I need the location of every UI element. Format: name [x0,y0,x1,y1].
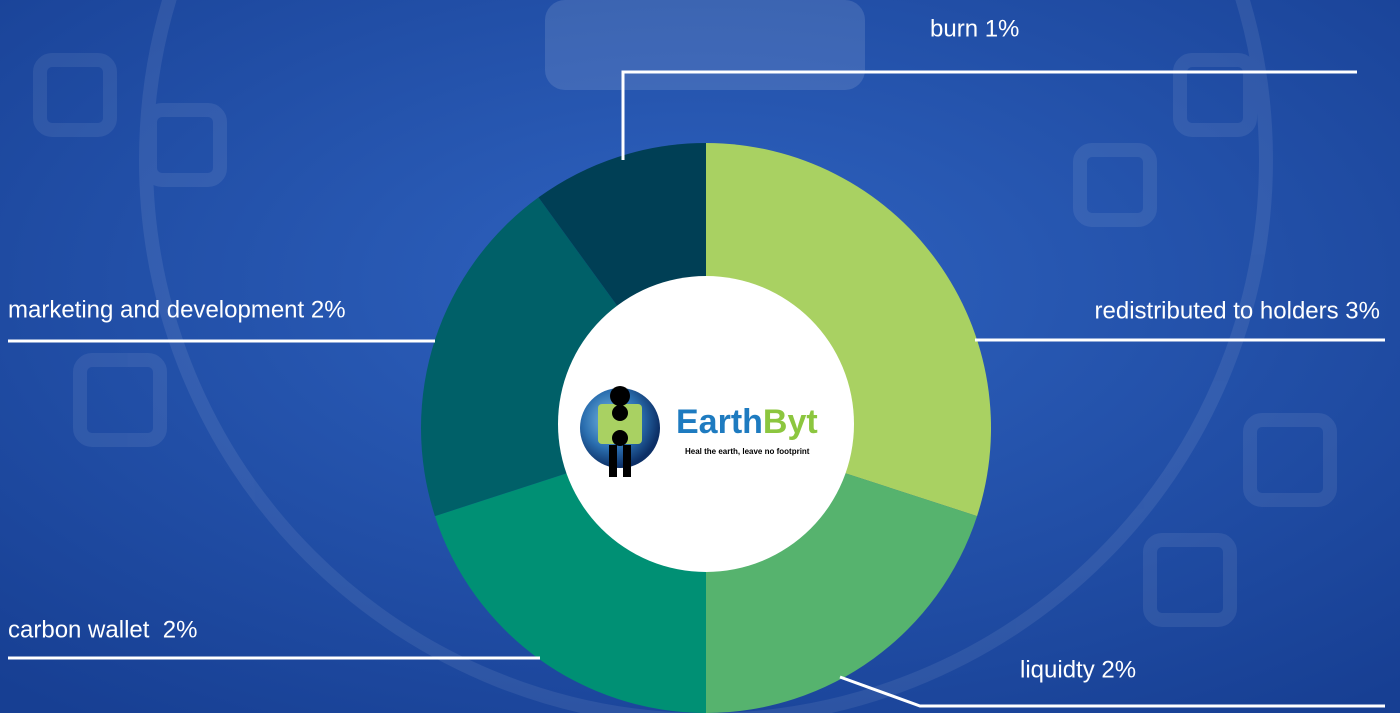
logo-name: EarthByt [676,403,818,441]
logo-body [612,405,628,421]
logo-head [610,386,630,406]
logo-leg [609,445,617,477]
logo-name-part: Earth [676,403,763,441]
logo-leg [623,445,631,477]
logo-body [612,430,628,446]
slice-label: redistributed to holders 3% [1095,297,1381,324]
logo-tagline: Heal the earth, leave no footprint [685,447,810,456]
slice-label: marketing and development 2% [8,296,346,323]
logo-name-part: Byt [763,403,818,441]
background-shape [545,0,865,90]
slice-label: burn 1% [930,15,1019,42]
slice-label: liquidty 2% [1020,656,1136,683]
chart: EarthByt Heal the earth, leave no footpr… [0,0,1400,713]
slice-label: carbon wallet 2% [8,616,197,643]
